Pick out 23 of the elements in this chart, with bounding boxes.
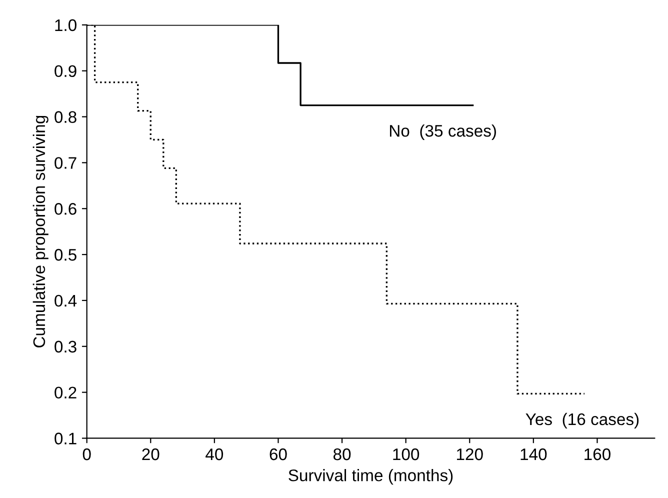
- y-tick-label: 0.3: [54, 340, 76, 353]
- y-tick-label: 0.2: [54, 386, 76, 399]
- y-tick-label: 0.8: [54, 111, 76, 123]
- annotation: Yes (16 cases): [526, 412, 639, 428]
- y-tick-label: 0.5: [54, 248, 76, 261]
- x-tick-label: 60: [270, 448, 287, 460]
- x-tick-label: 160: [584, 448, 610, 460]
- x-tick-label: 120: [456, 448, 483, 460]
- y-tick-label: 0.4: [54, 294, 77, 307]
- y-axis-title: Cumulative proportion surviving: [32, 116, 48, 348]
- x-tick-label: 20: [142, 448, 160, 460]
- x-tick-label: 100: [393, 448, 420, 460]
- y-tick-label: 0.6: [54, 203, 76, 215]
- y-tick-label: 0.7: [54, 157, 76, 169]
- x-tick-label: 140: [520, 448, 547, 460]
- y-tick-label: 0.1: [54, 432, 76, 444]
- y-tick-label: 0.9: [54, 65, 76, 78]
- annotation: No (35 cases): [390, 124, 496, 140]
- x-tick-label: 80: [333, 448, 351, 460]
- x-tick-label: 40: [206, 448, 224, 460]
- x-axis-title: Survival time (months): [288, 469, 453, 485]
- y-tick-label: 1.0: [55, 19, 76, 32]
- x-tick-label: 0: [82, 448, 91, 460]
